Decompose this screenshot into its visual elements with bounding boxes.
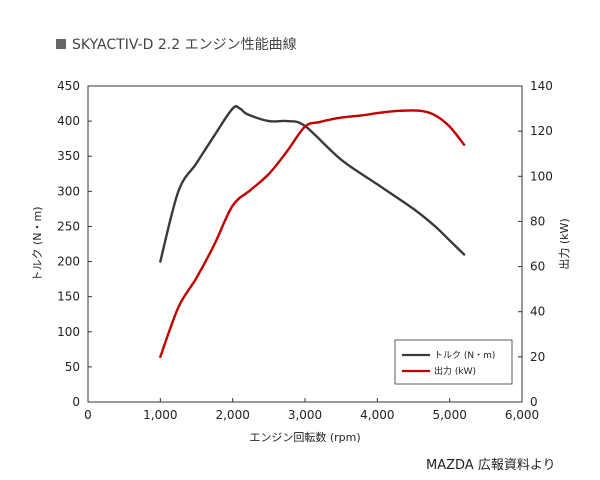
right-y-tick-label: 140 xyxy=(530,79,553,93)
right-y-tick-label: 80 xyxy=(530,214,545,228)
credit-text: MAZDA 広報資料より xyxy=(426,458,556,473)
x-tick-label: 3,000 xyxy=(288,408,322,422)
x-tick-label: 0 xyxy=(84,408,92,422)
right-y-tick-label: 40 xyxy=(530,305,545,319)
left-y-tick-label: 350 xyxy=(57,149,80,163)
left-y-tick-label: 300 xyxy=(57,184,80,198)
left-y-tick-label: 100 xyxy=(57,325,80,339)
chart-title-text: SKYACTIV-D 2.2 エンジン性能曲線 xyxy=(72,37,297,53)
left-y-tick-label: 50 xyxy=(65,360,80,374)
series-lines xyxy=(159,105,466,359)
right-y-tick-label: 0 xyxy=(530,395,538,409)
x-tick-label: 4,000 xyxy=(360,408,394,422)
right-y-tick-label: 60 xyxy=(530,260,545,274)
x-tick-label: 1,000 xyxy=(143,408,177,422)
legend-label-power: 出力 (kW) xyxy=(434,365,476,377)
torque-series-line xyxy=(159,105,466,263)
legend: トルク (N・m) 出力 (kW) xyxy=(394,339,513,385)
x-axis-ticks: 0 1,000 2,000 3,000 4,000 5,000 6,000 xyxy=(84,398,539,422)
left-y-tick-label: 400 xyxy=(57,114,80,128)
right-y-tick-label: 100 xyxy=(530,169,553,183)
chart-title: SKYACTIV-D 2.2 エンジン性能曲線 xyxy=(56,34,297,54)
left-y-tick-label: 150 xyxy=(57,290,80,304)
right-y-axis-ticks: 0 20 40 60 80 100 120 140 xyxy=(518,79,553,409)
x-tick-label: 6,000 xyxy=(505,408,539,422)
right-y-tick-label: 20 xyxy=(530,350,545,364)
left-y-tick-label: 200 xyxy=(57,255,80,269)
legend-box xyxy=(394,339,513,385)
x-tick-label: 2,000 xyxy=(215,408,249,422)
legend-label-torque: トルク (N・m) xyxy=(434,350,495,361)
right-y-tick-label: 120 xyxy=(530,124,553,138)
right-y-axis-label: 出力 (kW) xyxy=(557,218,571,269)
left-y-axis-label: トルク (N・m) xyxy=(31,206,44,281)
left-y-tick-label: 250 xyxy=(57,219,80,233)
left-y-tick-label: 0 xyxy=(72,395,80,409)
title-square-icon xyxy=(56,39,66,49)
left-y-axis-ticks: 0 50 100 150 200 250 300 350 400 450 xyxy=(57,79,92,409)
left-y-tick-label: 450 xyxy=(57,79,80,93)
x-tick-label: 5,000 xyxy=(432,408,466,422)
power-series-line xyxy=(159,109,466,359)
x-axis-label: エンジン回転数 (rpm) xyxy=(249,431,360,444)
